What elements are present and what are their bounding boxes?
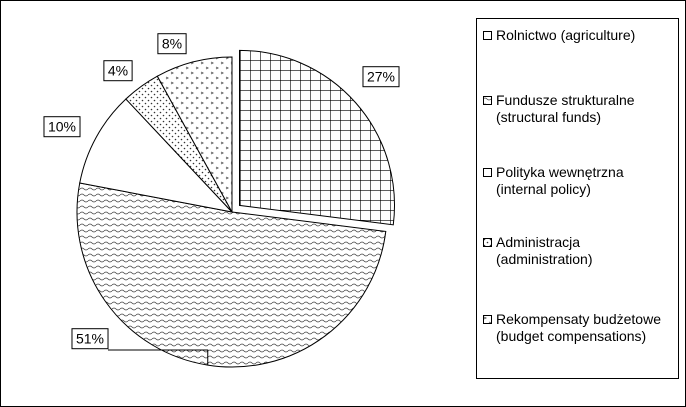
legend-label: Rekompensaty budżetowe (budget compensat… — [496, 311, 661, 344]
label-box — [362, 66, 400, 88]
legend-swatch-box — [483, 168, 492, 177]
legend-swatch-box — [483, 96, 492, 105]
data-label: 10% — [48, 119, 76, 135]
legend-swatch — [483, 315, 492, 324]
data-label: 8% — [162, 36, 182, 52]
label-box — [43, 116, 81, 138]
leader-line — [108, 349, 209, 366]
legend-swatch — [483, 96, 492, 105]
pie-slice — [239, 49, 395, 226]
legend-item: Fundusze strukturalne (structural funds) — [483, 92, 678, 126]
legend-swatch-box — [483, 315, 492, 324]
legend-item: Polityka wewnętrzna (internal policy) — [483, 164, 678, 198]
legend-label: Administracja (administration) — [496, 234, 593, 267]
pie-slice — [156, 56, 233, 213]
label-box — [103, 60, 133, 82]
label-box — [71, 328, 109, 350]
legend-swatch — [483, 238, 492, 247]
pie-slice — [79, 98, 234, 213]
label-box — [157, 33, 187, 55]
legend-item: Administracja (administration) — [483, 234, 678, 268]
legend-item: Rekompensaty budżetowe (budget compensat… — [483, 311, 678, 345]
data-label: 4% — [108, 63, 128, 79]
legend-label: Fundusze strukturalne (structural funds) — [496, 92, 635, 125]
data-label: 51% — [76, 331, 104, 347]
legend-label: Rolnictwo (agriculture) — [496, 27, 636, 43]
legend-swatch-box — [483, 31, 492, 40]
legend-swatch — [483, 168, 492, 177]
legend-item: Rolnictwo (agriculture) — [483, 27, 678, 44]
legend-label: Polityka wewnętrzna (internal policy) — [496, 164, 624, 197]
data-label: 27% — [367, 69, 395, 85]
legend-swatch — [483, 31, 492, 40]
legend: Rolnictwo (agriculture) Fundusze struktur… — [476, 18, 679, 379]
legend-swatch-box — [483, 238, 492, 247]
